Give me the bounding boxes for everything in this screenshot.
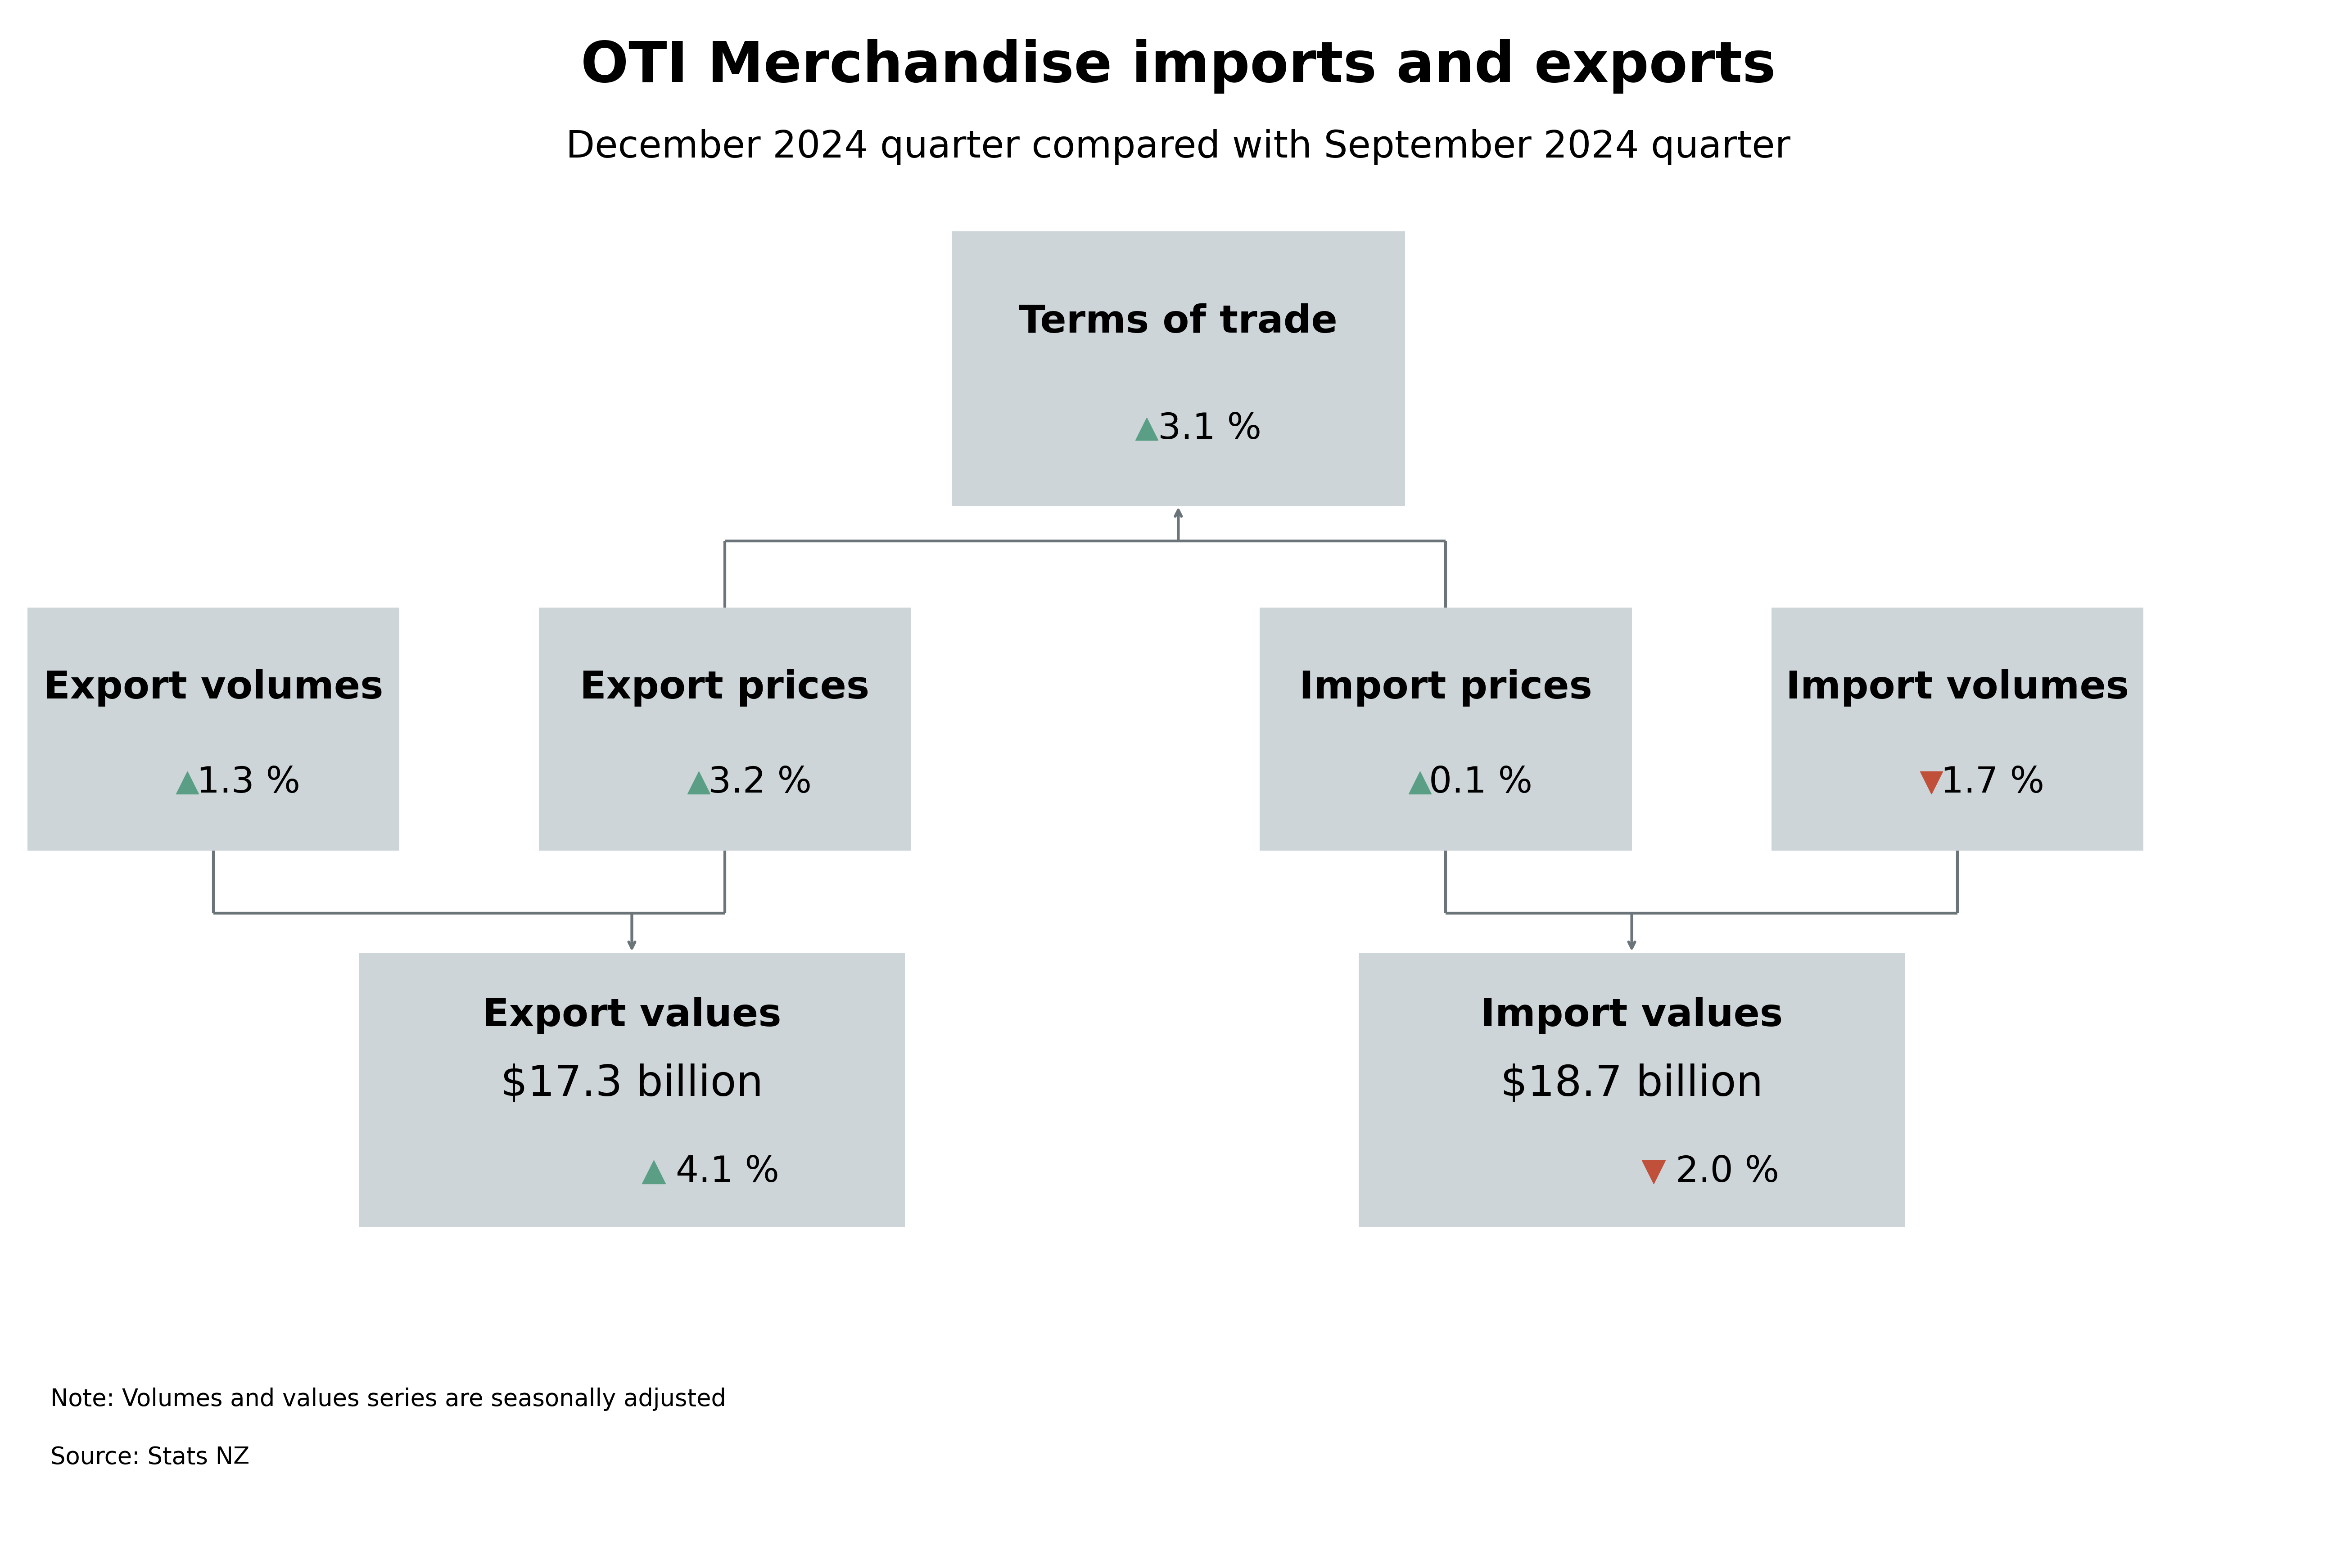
Text: $18.7 billion: $18.7 billion	[1501, 1063, 1763, 1105]
Text: Export values: Export values	[482, 997, 782, 1035]
Text: 2.0 %: 2.0 %	[1676, 1154, 1779, 1190]
Text: 3.1 %: 3.1 %	[1159, 411, 1262, 447]
FancyBboxPatch shape	[538, 608, 911, 850]
FancyBboxPatch shape	[1772, 608, 2144, 850]
Text: 4.1 %: 4.1 %	[677, 1154, 780, 1190]
Text: Import prices: Import prices	[1299, 670, 1592, 707]
Text: Source: Stats NZ: Source: Stats NZ	[52, 1446, 250, 1469]
FancyBboxPatch shape	[1259, 608, 1632, 850]
Text: Import volumes: Import volumes	[1786, 670, 2128, 707]
Text: 0.1 %: 0.1 %	[1428, 765, 1533, 800]
Text: Export prices: Export prices	[581, 670, 869, 707]
Text: $17.3 billion: $17.3 billion	[501, 1063, 763, 1105]
Text: Note: Volumes and values series are seasonally adjusted: Note: Volumes and values series are seas…	[52, 1388, 726, 1411]
FancyBboxPatch shape	[28, 608, 400, 850]
Text: 1.7 %: 1.7 %	[1941, 765, 2044, 800]
Text: December 2024 quarter compared with September 2024 quarter: December 2024 quarter compared with Sept…	[567, 129, 1791, 165]
Text: Terms of trade: Terms of trade	[1018, 303, 1337, 340]
Text: OTI Merchandise imports and exports: OTI Merchandise imports and exports	[581, 39, 1777, 94]
FancyBboxPatch shape	[358, 953, 906, 1226]
FancyBboxPatch shape	[1358, 953, 1906, 1226]
FancyBboxPatch shape	[950, 230, 1405, 505]
Text: Import values: Import values	[1480, 997, 1784, 1035]
Text: 3.2 %: 3.2 %	[707, 765, 812, 800]
Text: Export volumes: Export volumes	[44, 670, 384, 707]
Text: 1.3 %: 1.3 %	[197, 765, 300, 800]
